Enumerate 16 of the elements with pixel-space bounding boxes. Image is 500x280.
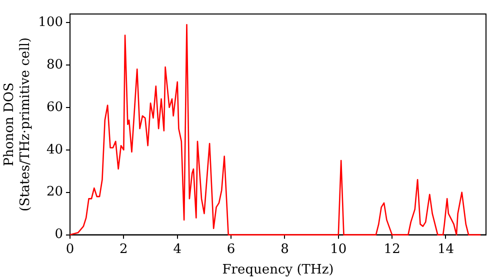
- y-tick-label: 0: [54, 227, 64, 242]
- y-axis-title: Phonon DOS (States/THz·primitive cell): [2, 37, 33, 212]
- y-tick-label: 100: [38, 14, 64, 30]
- x-tick-label: 6: [226, 242, 236, 257]
- x-axis-title: Frequency (THz): [222, 262, 334, 278]
- x-tick-label: 12: [384, 242, 400, 257]
- x-tick-label: 8: [280, 242, 289, 257]
- x-tick-label: 4: [173, 242, 182, 257]
- x-tick-label: 10: [330, 242, 347, 257]
- x-tick-label: 2: [120, 242, 128, 257]
- x-tick-label: 14: [437, 242, 454, 257]
- y-tick-label: 20: [46, 184, 64, 200]
- y-tick-label: 60: [46, 100, 64, 115]
- y-tick-label: 40: [46, 142, 64, 158]
- x-tick-label: 0: [66, 242, 74, 257]
- y-tick-label: 80: [46, 57, 64, 72]
